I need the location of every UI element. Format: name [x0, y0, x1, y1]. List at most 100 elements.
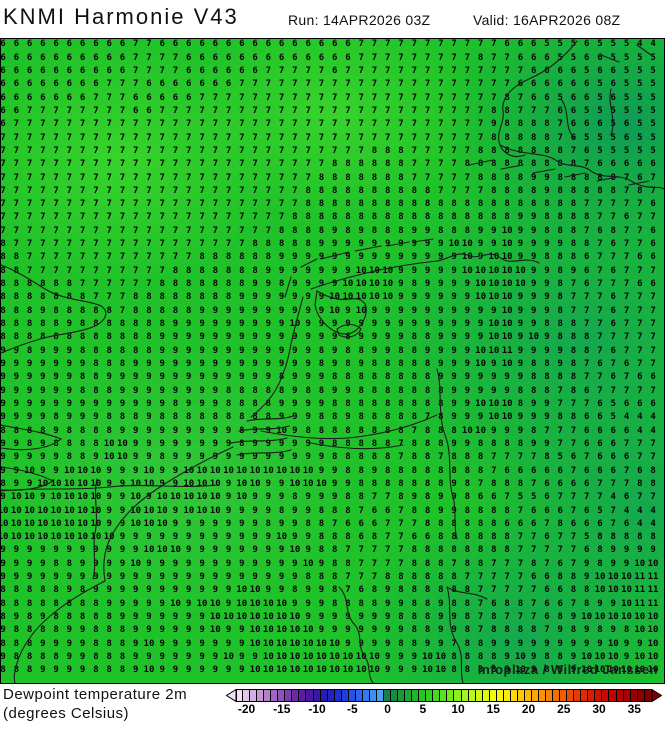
dewpoint-value: 8 [504, 105, 510, 116]
dewpoint-value: 9 [544, 345, 550, 356]
dewpoint-value: 7 [517, 545, 524, 556]
dewpoint-value: 10 [448, 239, 460, 250]
dewpoint-value: 10 [475, 279, 487, 290]
dewpoint-value: 9 [252, 425, 258, 436]
dewpoint-value: 8 [278, 385, 285, 396]
dewpoint-value: 8 [424, 625, 431, 636]
dewpoint-value: 10 [236, 612, 248, 623]
colorbar-segment [616, 690, 624, 701]
dewpoint-value: 9 [385, 239, 391, 250]
dewpoint-value: 7 [385, 132, 391, 143]
dewpoint-value: 9 [570, 665, 577, 676]
dewpoint-value: 8 [398, 425, 404, 436]
dewpoint-value: 7 [26, 185, 33, 196]
dewpoint-value: 7 [13, 132, 20, 143]
dewpoint-value: 7 [517, 612, 524, 623]
dewpoint-value: 9 [93, 398, 99, 409]
dewpoint-value: 9 [186, 385, 192, 396]
dewpoint-value: 6 [570, 518, 577, 529]
dewpoint-value: 6 [53, 52, 59, 63]
dewpoint-value: 5 [650, 92, 656, 103]
dewpoint-value: 8 [464, 159, 471, 170]
dewpoint-value: 9 [239, 305, 245, 316]
dewpoint-value: 9 [278, 305, 285, 316]
dewpoint-value: 7 [93, 212, 99, 223]
dewpoint-value: 8 [0, 425, 6, 436]
dewpoint-value: 7 [278, 159, 285, 170]
dewpoint-value: 7 [385, 52, 391, 63]
dewpoint-value: 9 [13, 558, 20, 569]
dewpoint-value: 7 [252, 212, 258, 223]
dewpoint-value: 8 [318, 425, 325, 436]
dewpoint-value: 6 [345, 52, 351, 63]
dewpoint-value: 9 [438, 372, 444, 383]
colorbar-segment [405, 690, 413, 701]
dewpoint-value: 9 [212, 332, 218, 343]
dewpoint-value: 8 [464, 492, 471, 503]
dewpoint-value: 9 [265, 319, 272, 330]
dewpoint-value: 7 [172, 199, 179, 210]
dewpoint-value: 7 [544, 545, 550, 556]
dewpoint-value: 9 [318, 625, 325, 636]
dewpoint-value: 7 [637, 452, 643, 463]
dewpoint-value: 9 [252, 372, 258, 383]
dewpoint-value: 7 [623, 239, 630, 250]
dewpoint-value: 9 [40, 492, 46, 503]
dewpoint-value: 7 [517, 558, 524, 569]
dewpoint-value: 7 [40, 119, 46, 130]
dewpoint-value: 7 [517, 92, 524, 103]
dewpoint-value: 10 [236, 598, 248, 609]
dewpoint-value: 7 [292, 199, 298, 210]
dewpoint-value: 7 [132, 79, 139, 90]
dewpoint-value: 9 [53, 638, 59, 649]
dewpoint-value: 8 [239, 265, 245, 276]
dewpoint-value: 9 [119, 492, 126, 503]
dewpoint-value: 9 [424, 239, 431, 250]
dewpoint-value: 8 [93, 665, 99, 676]
dewpoint-value: 8 [26, 585, 33, 596]
dewpoint-value: 8 [385, 372, 391, 383]
dewpoint-value: 6 [199, 52, 205, 63]
dewpoint-value: 7 [650, 212, 656, 223]
dewpoint-value: 6 [53, 79, 59, 90]
colorbar-tick-labels: -20 -15 -10 -5 0 5 10 15 20 25 30 35 [226, 702, 656, 718]
dewpoint-value: 11 [501, 345, 513, 356]
dewpoint-value: 8 [398, 385, 404, 396]
dewpoint-value: 10 [621, 665, 632, 676]
dewpoint-value: 7 [172, 145, 179, 156]
dewpoint-value: 7 [411, 105, 417, 116]
dewpoint-value: 7 [159, 265, 165, 276]
dewpoint-value: 9 [212, 452, 218, 463]
dewpoint-value: 6 [623, 132, 630, 143]
dewpoint-value: 6 [597, 425, 603, 436]
dewpoint-value: 9 [477, 225, 484, 236]
dewpoint-value: 6 [66, 52, 73, 63]
dewpoint-value: 10 [501, 398, 513, 409]
dewpoint-value: 6 [239, 52, 245, 63]
dewpoint-value: 5 [597, 79, 603, 90]
dewpoint-value: 9 [371, 612, 378, 623]
colorbar-segment [355, 690, 363, 701]
dewpoint-value: 7 [225, 92, 232, 103]
legend-units: (degrees Celsius) [3, 705, 130, 722]
dewpoint-value: 7 [623, 252, 630, 263]
dewpoint-value: 10 [130, 558, 142, 569]
dewpoint-value: 8 [132, 319, 139, 330]
dewpoint-value: 10 [196, 465, 208, 476]
dewpoint-value: 8 [464, 452, 471, 463]
dewpoint-value: 8 [371, 212, 378, 223]
dewpoint-value: 8 [491, 199, 497, 210]
dewpoint-value: 6 [186, 92, 192, 103]
dewpoint-value: 7 [623, 438, 630, 449]
dewpoint-value: 7 [623, 172, 630, 183]
dewpoint-value: 7 [265, 105, 272, 116]
dewpoint-value: 7 [26, 212, 33, 223]
dewpoint-value: 9 [186, 598, 192, 609]
dewpoint-value: 7 [477, 185, 484, 196]
dewpoint-value: 10 [249, 665, 261, 676]
dewpoint-value: 7 [438, 159, 444, 170]
dewpoint-value: 7 [318, 79, 325, 90]
dewpoint-value: 6 [265, 39, 272, 50]
dewpoint-value: 9 [172, 518, 179, 529]
dewpoint-value: 9 [544, 412, 550, 423]
